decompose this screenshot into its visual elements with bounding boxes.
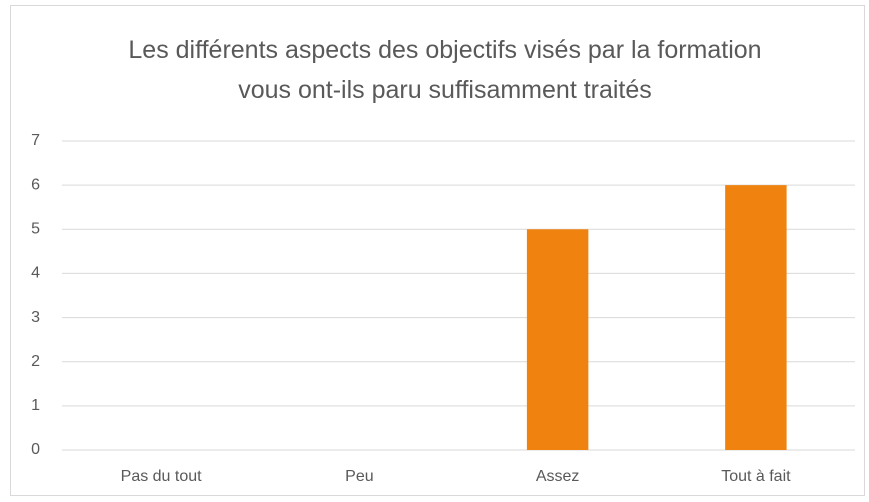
x-tick-label: Peu bbox=[345, 468, 373, 485]
y-tick-label: 2 bbox=[31, 353, 40, 370]
bar bbox=[526, 229, 589, 450]
chart-frame bbox=[10, 5, 865, 496]
y-tick-label: 7 bbox=[31, 132, 40, 149]
y-tick-label: 6 bbox=[31, 176, 40, 193]
chart-title: Les différents aspects des objectifs vis… bbox=[128, 36, 762, 104]
x-tick-label: Tout à fait bbox=[721, 468, 791, 485]
y-tick-label: 4 bbox=[31, 265, 40, 282]
x-tick-label: Assez bbox=[536, 468, 580, 485]
x-tick-label: Pas du tout bbox=[121, 468, 203, 485]
y-tick-label: 5 bbox=[31, 221, 40, 238]
bar bbox=[725, 185, 787, 450]
y-tick-label: 1 bbox=[31, 397, 40, 414]
y-tick-label: 3 bbox=[31, 309, 40, 326]
y-tick-label: 0 bbox=[31, 441, 40, 458]
